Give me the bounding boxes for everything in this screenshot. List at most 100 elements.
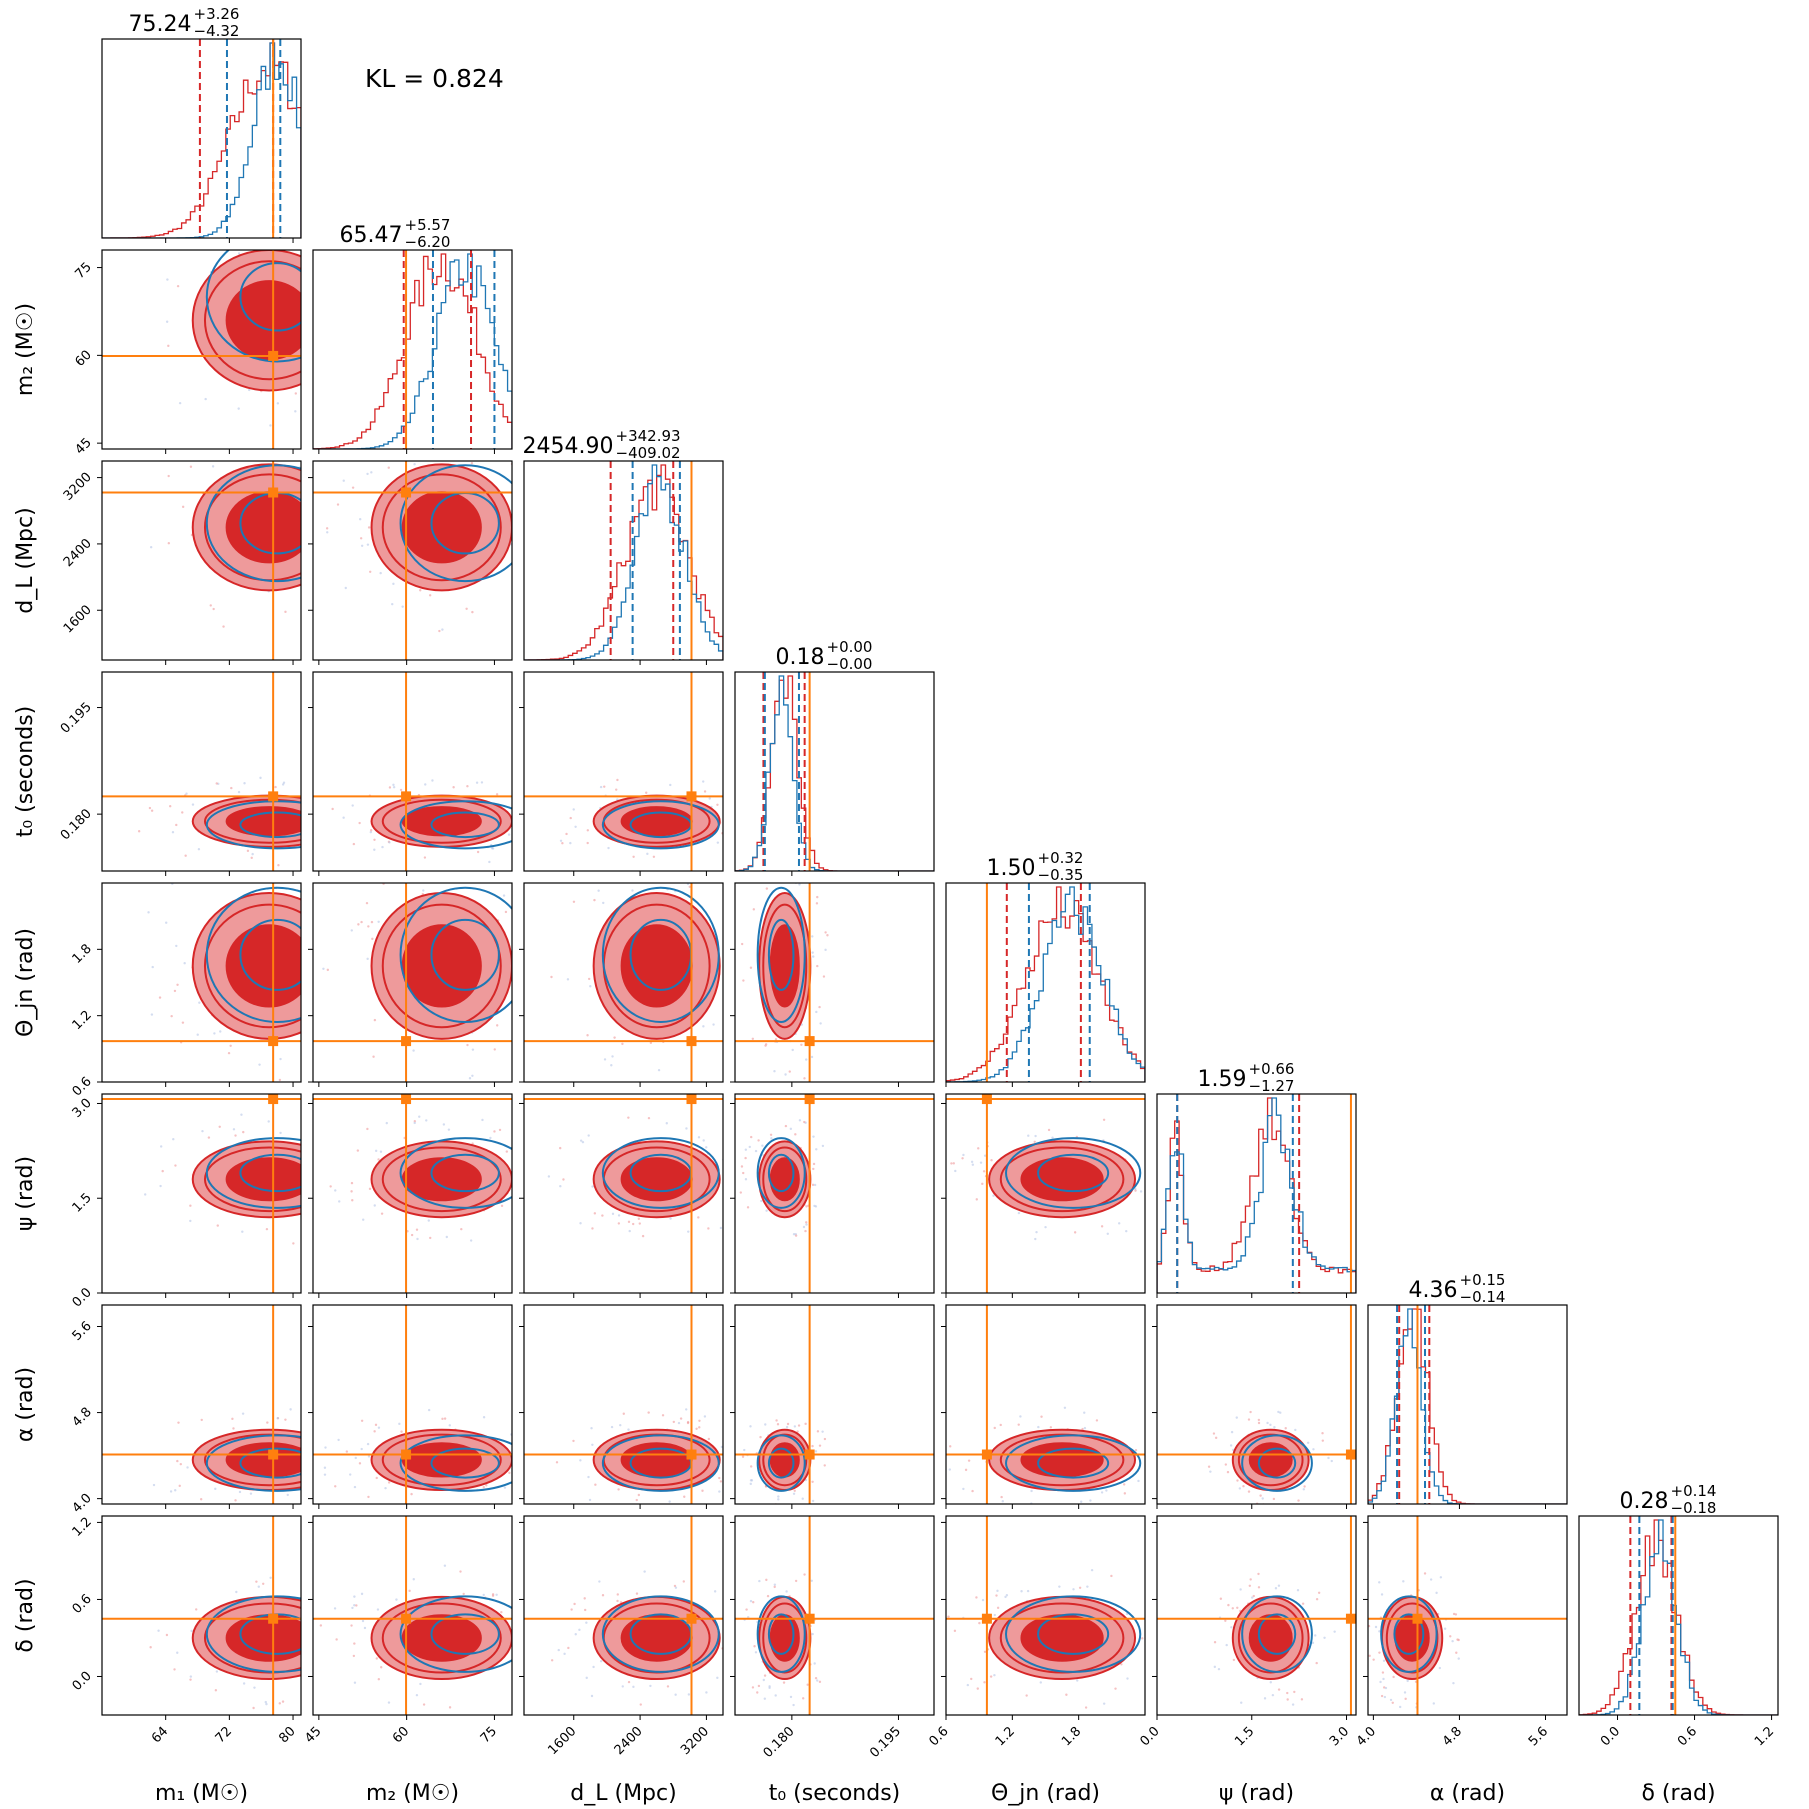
- sample-point: [427, 1408, 431, 1412]
- sample-point: [181, 1021, 185, 1024]
- sample-point: [531, 820, 533, 822]
- sample-point: [627, 1116, 630, 1119]
- sample-point: [367, 1455, 371, 1458]
- median-value: 1.50: [987, 856, 1036, 881]
- sample-point: [731, 828, 733, 830]
- sample-point: [246, 849, 250, 853]
- sample-point: [749, 1425, 752, 1428]
- sample-point: [189, 1678, 192, 1681]
- sample-point: [1123, 1483, 1126, 1486]
- sample-point: [775, 1419, 778, 1422]
- sample-point: [1017, 1211, 1021, 1215]
- sample-point: [314, 1497, 316, 1499]
- sample-point: [682, 1580, 686, 1583]
- sample-point: [801, 875, 803, 877]
- sample-point: [749, 966, 753, 969]
- sample-point: [176, 284, 180, 288]
- sample-point: [519, 1459, 521, 1461]
- panel-frame: [734, 1093, 935, 1294]
- sample-point: [415, 1693, 419, 1697]
- sample-point: [449, 417, 451, 419]
- sample-point: [525, 1607, 527, 1609]
- sample-point: [679, 1417, 683, 1420]
- sample-point: [1240, 1701, 1243, 1704]
- sample-point: [562, 1178, 565, 1181]
- sample-point: [792, 1233, 796, 1236]
- sample-point: [1026, 1589, 1030, 1593]
- sample-point: [189, 1675, 193, 1678]
- contour-blue-inner: [767, 1613, 795, 1655]
- histogram-blue: [102, 42, 301, 238]
- sample-point: [1311, 1641, 1315, 1645]
- sample-point: [745, 1608, 748, 1611]
- sample-point: [1293, 1690, 1296, 1694]
- sample-point: [1249, 1410, 1252, 1414]
- sample-point: [695, 1427, 698, 1430]
- sample-point: [308, 1586, 310, 1588]
- contour-red-inner: [225, 924, 301, 1008]
- sample-point: [324, 1448, 326, 1450]
- sample-point: [1302, 1488, 1306, 1491]
- sample-point: [1439, 1576, 1443, 1579]
- sample-point: [407, 872, 409, 874]
- sample-point: [369, 1594, 371, 1596]
- sample-point: [399, 850, 401, 852]
- sample-point: [297, 439, 299, 441]
- sample-point: [621, 1042, 624, 1046]
- sample-point: [372, 1055, 375, 1058]
- panel-frame: [101, 1093, 302, 1294]
- panel-frame: [312, 1515, 513, 1716]
- sample-point: [395, 1598, 398, 1601]
- sample-point: [186, 1466, 189, 1469]
- sample-point: [1321, 1439, 1325, 1442]
- sample-point: [353, 1642, 356, 1645]
- sample-point: [749, 1465, 753, 1468]
- sample-point: [368, 875, 370, 877]
- sample-point: [495, 876, 497, 878]
- sample-point: [534, 1010, 536, 1012]
- sample-point: [354, 1456, 357, 1460]
- sample-point: [513, 1466, 515, 1468]
- sample-point: [1330, 1459, 1333, 1463]
- sample-point: [332, 1026, 334, 1028]
- truth-marker: [686, 791, 697, 802]
- sample-point: [357, 1602, 359, 1604]
- sample-point: [550, 1659, 554, 1662]
- sample-point: [1076, 1679, 1079, 1682]
- sample-point: [410, 1492, 413, 1496]
- sample-point: [597, 889, 600, 892]
- sample-point: [325, 1213, 327, 1215]
- sample-point: [751, 925, 753, 927]
- sample-point: [1123, 1492, 1127, 1495]
- histogram-blue: [524, 464, 723, 660]
- truth-marker: [1345, 1613, 1356, 1624]
- sample-point: [353, 1604, 356, 1607]
- contour-red-inner: [225, 280, 301, 361]
- sample-point: [374, 1423, 378, 1427]
- contour-blue-inner: [767, 1447, 795, 1479]
- panel-frame: [1156, 1515, 1357, 1716]
- sample-point: [993, 1613, 996, 1617]
- sample-point: [167, 542, 171, 545]
- sample-point: [797, 1424, 801, 1427]
- sample-point: [503, 1486, 507, 1489]
- x-tick-label: 1.8: [1059, 1724, 1084, 1749]
- sample-point: [175, 823, 178, 827]
- sample-point: [805, 1221, 808, 1224]
- sample-point: [348, 1434, 350, 1436]
- sample-point: [376, 1608, 380, 1611]
- sample-point: [281, 1700, 285, 1703]
- sample-point: [357, 575, 359, 577]
- sample-point: [1374, 1625, 1378, 1629]
- sample-point: [824, 931, 827, 934]
- contour-blue-outer: [399, 1434, 512, 1492]
- sample-point: [500, 1204, 504, 1208]
- sample-point: [249, 1492, 253, 1495]
- sample-point: [367, 526, 371, 529]
- contour-blue-inner: [1037, 1447, 1110, 1479]
- sample-point: [284, 1418, 287, 1421]
- sample-point: [251, 852, 254, 856]
- sample-point: [639, 1703, 642, 1706]
- sample-point: [482, 1416, 486, 1419]
